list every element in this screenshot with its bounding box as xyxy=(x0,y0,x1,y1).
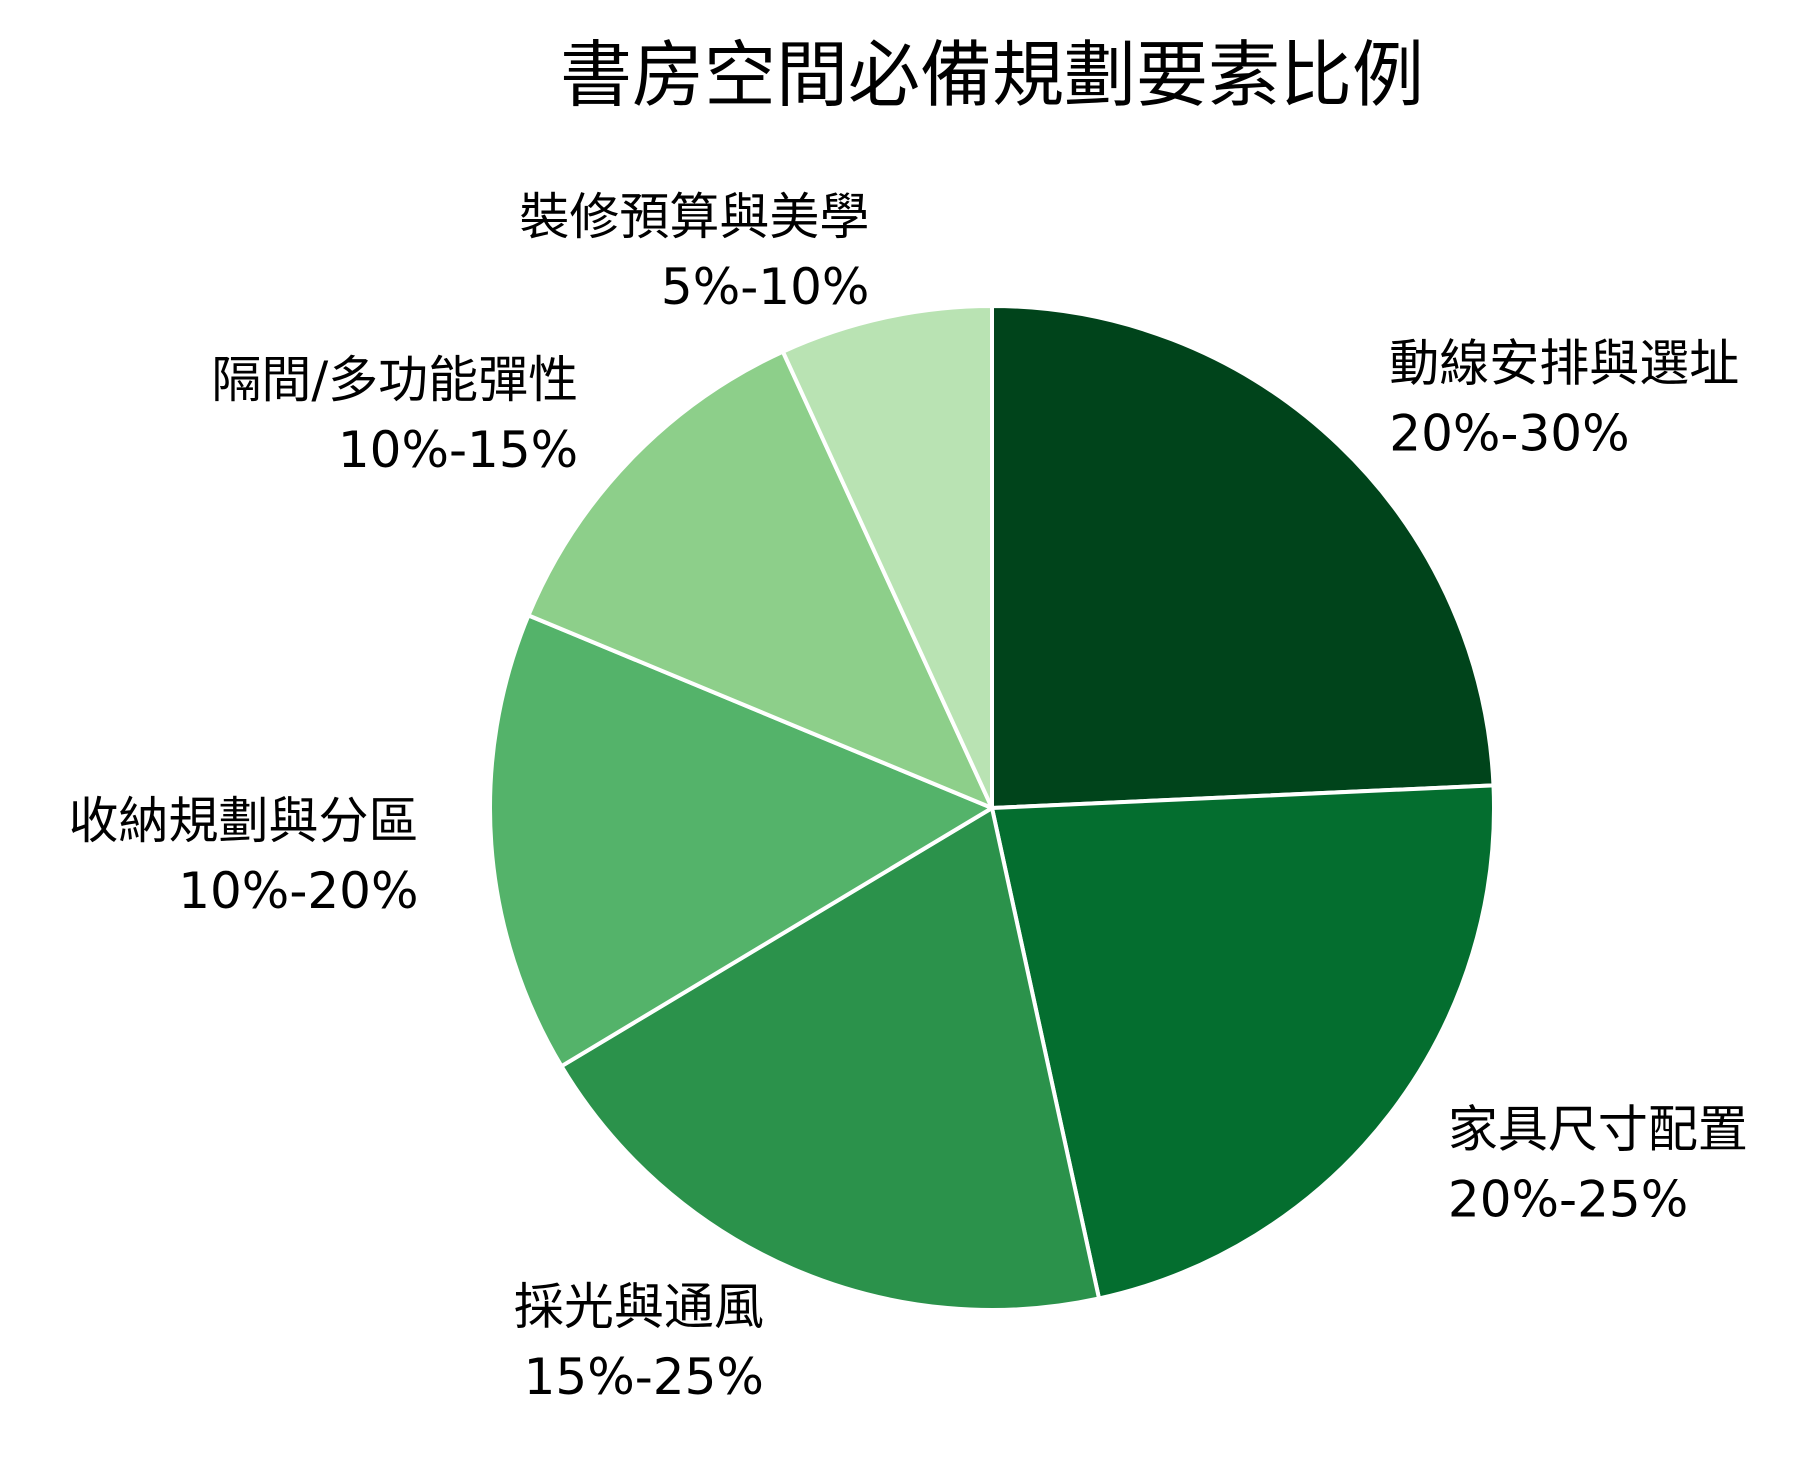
slice-range-6: 5%-10% xyxy=(661,258,870,316)
slice-range-5: 10%-15% xyxy=(338,421,578,479)
chart-title: 書房空間必備規劃要素比例 xyxy=(560,33,1424,117)
slice-label-5: 隔間/多功能彈性 xyxy=(211,351,578,409)
slice-label-3: 採光與通風 xyxy=(514,1278,764,1336)
pie-slice-6 xyxy=(780,304,994,810)
slice-range-2: 20%-25% xyxy=(1448,1171,1688,1229)
slice-range-3: 15%-25% xyxy=(524,1348,764,1406)
pie-slices xyxy=(488,304,1496,1312)
slice-range-4: 10%-20% xyxy=(178,862,418,920)
slice-labels: 動線安排與選址 20%-30% 家具尺寸配置 20%-25% 採光與通風 15%-25% 收… xyxy=(69,188,1748,1406)
pie-slice-4 xyxy=(488,613,994,1069)
pie-slice-3 xyxy=(559,806,1102,1312)
slice-range-1: 20%-30% xyxy=(1389,404,1629,462)
slice-label-2: 家具尺寸配置 xyxy=(1448,1101,1748,1159)
slice-label-4: 收納規劃與分區 xyxy=(69,792,419,850)
slice-label-6: 裝修預算與美學 xyxy=(519,188,869,246)
pie-slice-1 xyxy=(990,304,1496,810)
slice-label-1: 動線安排與選址 xyxy=(1389,334,1739,392)
pie-slice-2 xyxy=(990,783,1496,1301)
pie-slice-5 xyxy=(526,349,994,810)
